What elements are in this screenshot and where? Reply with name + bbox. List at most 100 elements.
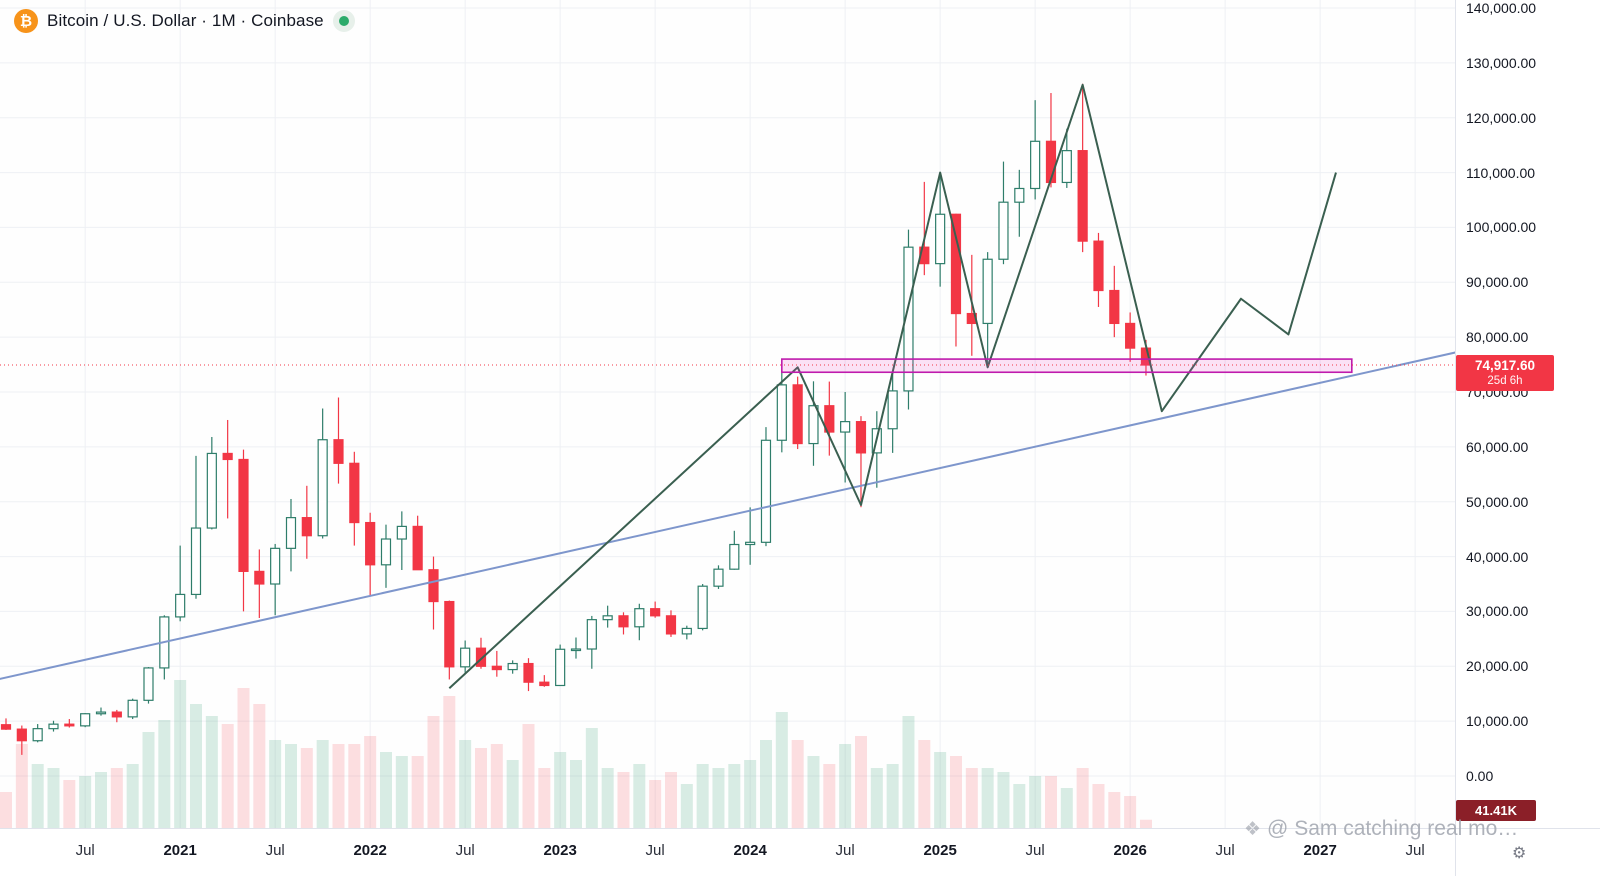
volume-bar	[364, 736, 377, 828]
candle-body	[697, 585, 708, 630]
time-tick-label: Jul	[455, 842, 475, 859]
volume-bar	[1092, 784, 1105, 828]
price-tick-label: 50,000.00	[1466, 493, 1529, 510]
volume-bar	[569, 760, 582, 828]
candle-body	[349, 462, 360, 524]
candle-body	[1061, 150, 1072, 184]
price-tick-label: 110,000.00	[1466, 164, 1536, 181]
volume-bar	[284, 744, 297, 828]
candle-body	[729, 543, 740, 570]
candle-body	[618, 615, 629, 628]
candle-body	[634, 608, 645, 628]
volume-bar	[253, 704, 266, 828]
price-tick-label: 60,000.00	[1466, 438, 1529, 455]
candle-body	[285, 517, 297, 549]
candle-body	[475, 647, 487, 667]
trendline-drawing[interactable]	[0, 351, 1455, 681]
volume-bar	[379, 752, 392, 828]
time-tick-label: Jul	[1215, 842, 1235, 859]
price-axis[interactable]: 74,917.60 25d 6h 41.41K 140,000.00 130,00…	[1455, 0, 1600, 828]
time-axis[interactable]: Jul 2021 Jul 2022 Jul 2023 Jul 2024 Jul 2025 Jul 20…	[0, 828, 1455, 876]
volume-bar	[142, 732, 155, 828]
symbol-header[interactable]: ₿ Bitcoin / U.S. Dollar · 1M · Coinbase	[14, 9, 355, 33]
volume-bar	[633, 764, 646, 828]
volume-bar	[759, 740, 772, 828]
candle-body	[1045, 140, 1057, 184]
time-tick-label: 2023	[543, 842, 577, 859]
volume-bar	[1060, 788, 1073, 828]
time-tick-label: Jul	[1405, 842, 1425, 859]
candle-body	[412, 525, 423, 571]
last-price: 74,917.60	[1474, 358, 1536, 374]
price-tick-label: 120,000.00	[1466, 109, 1537, 126]
candle-body	[760, 439, 772, 543]
volume-bar	[1044, 776, 1057, 828]
axis-corner[interactable]: ⚙	[1455, 828, 1600, 876]
symbol-title[interactable]: Bitcoin / U.S. Dollar · 1M · Coinbase	[47, 11, 324, 30]
volume-bar	[15, 744, 28, 828]
volume-bar	[332, 744, 345, 828]
candle-body	[32, 728, 43, 742]
price-range-box-drawing[interactable]	[781, 358, 1353, 374]
volume-bar	[474, 748, 487, 828]
volume-bar	[1029, 776, 1042, 828]
candle-body	[539, 681, 550, 687]
volume-bar	[506, 760, 519, 828]
volume-bar	[807, 756, 820, 828]
time-tick-label: Jul	[835, 842, 855, 859]
candle-body	[111, 711, 122, 718]
volume-bar	[791, 740, 804, 828]
candle-body	[254, 570, 265, 585]
candle-body	[175, 593, 186, 618]
candlestick-chart[interactable]	[0, 0, 1455, 828]
volume-bar	[0, 792, 12, 828]
candle-body	[950, 213, 962, 315]
volume-bar	[538, 768, 551, 828]
candle-body	[428, 569, 439, 603]
candle-body	[935, 213, 946, 265]
candle-body	[887, 390, 898, 430]
zigzag-projection-drawing[interactable]	[448, 83, 1337, 689]
candle-body	[190, 527, 202, 596]
volume-bar	[110, 768, 123, 828]
volume-bar	[1076, 768, 1089, 828]
candle-body	[586, 619, 597, 650]
volume-bar	[490, 744, 503, 828]
time-tick-label: 2025	[923, 842, 957, 859]
market-status-icon[interactable]	[332, 10, 355, 32]
candle-body	[523, 662, 534, 683]
volume-bar	[601, 768, 614, 828]
candle-body	[681, 627, 692, 635]
price-tick-label: 30,000.00	[1466, 603, 1529, 620]
candle-body	[206, 452, 217, 529]
volume-bar	[94, 772, 107, 828]
time-tick-label: 2021	[163, 842, 197, 859]
candle-body	[80, 713, 91, 727]
volume-bar	[649, 780, 662, 828]
volume-bar	[126, 764, 139, 828]
candle-body	[998, 201, 1009, 260]
candle-body	[745, 541, 756, 546]
candle-body	[507, 662, 518, 671]
candle-body	[808, 405, 819, 445]
candle-body	[1125, 322, 1136, 349]
volume-bar	[1139, 819, 1152, 828]
volume-bar	[664, 772, 677, 828]
volume-bar	[712, 768, 725, 828]
volume-bar	[839, 744, 852, 828]
candle-body	[270, 547, 281, 585]
candle-body	[0, 724, 12, 730]
volume-label: 41.41K	[1456, 800, 1536, 821]
candle-body	[855, 421, 867, 454]
volume-bar	[189, 704, 202, 828]
volume-bar	[696, 764, 709, 828]
chart-pane[interactable]: ₿ Bitcoin / U.S. Dollar · 1M · Coinbase	[0, 0, 1455, 828]
volume-bar	[205, 716, 218, 828]
time-tick-label: 2026	[1113, 842, 1147, 859]
gear-icon[interactable]: ⚙	[1512, 843, 1527, 862]
candle-body	[903, 246, 914, 392]
volume-bar	[1013, 784, 1026, 828]
time-tick-label: 2027	[1303, 842, 1337, 859]
bar-countdown: 25d 6h	[1487, 375, 1523, 388]
price-tick-label: 40,000.00	[1466, 548, 1529, 565]
